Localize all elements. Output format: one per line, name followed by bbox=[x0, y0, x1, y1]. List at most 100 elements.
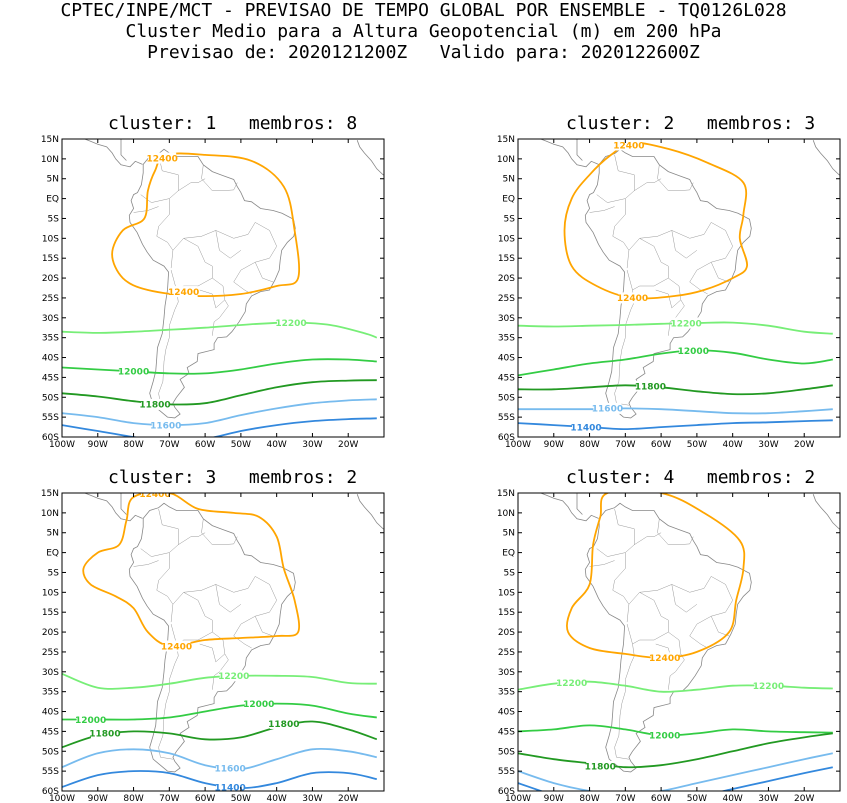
lon-tick-label: 20W bbox=[338, 794, 358, 803]
lon-tick-label: 40W bbox=[722, 794, 742, 803]
country-border bbox=[158, 289, 179, 406]
coastline bbox=[539, 139, 599, 168]
lat-tick-label: 30S bbox=[42, 668, 59, 678]
contour-label-11800: 11800 bbox=[139, 401, 170, 411]
country-border bbox=[589, 206, 615, 213]
country-border bbox=[710, 262, 730, 283]
contour-label-12400: 12400 bbox=[147, 154, 178, 164]
contour-label-bg bbox=[571, 421, 600, 433]
country-border bbox=[156, 154, 179, 269]
contour-label-12000: 12000 bbox=[678, 347, 709, 357]
coastline bbox=[575, 493, 583, 515]
lon-tick-label: 80W bbox=[579, 440, 599, 450]
lat-tick-label: 10S bbox=[498, 234, 515, 244]
contour-12400 bbox=[111, 152, 301, 298]
lon-tick-label: 60W bbox=[651, 794, 671, 803]
lat-tick-label: 40S bbox=[42, 708, 59, 718]
country-border bbox=[671, 230, 698, 259]
lat-tick-label: 5N bbox=[47, 175, 59, 185]
contour-11400 bbox=[518, 419, 833, 431]
lon-tick-label: 30W bbox=[758, 794, 778, 803]
lon-tick-label: 100W bbox=[49, 440, 75, 450]
country-border bbox=[689, 281, 708, 295]
lat-tick-label: 15N bbox=[497, 489, 515, 499]
country-border bbox=[183, 576, 277, 637]
lat-tick-label: 10N bbox=[41, 155, 59, 165]
country-border bbox=[254, 616, 274, 637]
contour-label-11400: 11400 bbox=[570, 423, 601, 433]
country-border bbox=[657, 518, 694, 545]
lat-tick-label: 10N bbox=[497, 509, 515, 519]
country-border bbox=[657, 164, 694, 191]
lat-tick-label: 5S bbox=[48, 214, 60, 224]
contour-label-bg bbox=[586, 760, 615, 772]
contour-label-bg bbox=[119, 365, 148, 377]
country-border bbox=[612, 154, 635, 269]
contour-label-11800: 11800 bbox=[585, 763, 616, 773]
lat-tick-label: 10S bbox=[498, 588, 515, 598]
contour-label-12400: 12400 bbox=[168, 288, 199, 298]
contour-label-11800: 11800 bbox=[268, 720, 299, 730]
lon-tick-label: 40W bbox=[722, 440, 742, 450]
contour-label-12000: 12000 bbox=[649, 732, 680, 742]
contour-label-11800: 11800 bbox=[635, 382, 666, 392]
country-border bbox=[689, 635, 708, 649]
lon-tick-label: 70W bbox=[159, 440, 179, 450]
country-border bbox=[626, 591, 669, 645]
map-panel-2-graphics: 12400 12400 12200 12000 11800 11600 11400 15N 10… bbox=[497, 135, 841, 450]
contour-label-bg bbox=[216, 762, 245, 774]
contour-label-12200: 12200 bbox=[218, 672, 249, 682]
country-border bbox=[614, 289, 635, 406]
contour-12400 bbox=[565, 493, 746, 659]
lat-tick-label: 15N bbox=[41, 489, 59, 499]
lat-tick-label: 45S bbox=[42, 727, 59, 737]
lat-tick-label: 50S bbox=[42, 393, 59, 403]
country-border bbox=[199, 631, 226, 663]
contour-label-bg bbox=[148, 152, 177, 164]
map-title-line-3: Previsao de: 2020121200Z Valido para: 20… bbox=[147, 42, 700, 63]
contour-label-bg bbox=[679, 345, 708, 357]
lon-tick-label: 90W bbox=[544, 794, 564, 803]
lat-tick-label: 25S bbox=[42, 648, 59, 658]
map-title-line-2: Cluster Medio para a Altura Geopotencial… bbox=[125, 21, 722, 42]
contour-label-12200: 12200 bbox=[275, 319, 306, 329]
coastline bbox=[83, 139, 143, 168]
contour-label-bg bbox=[216, 781, 245, 791]
contour-label-bg bbox=[276, 317, 305, 329]
lon-tick-label: 20W bbox=[794, 794, 814, 803]
lat-tick-label: 30S bbox=[42, 314, 59, 324]
contour-11800 bbox=[518, 384, 833, 396]
contour-label-bg bbox=[754, 680, 783, 692]
lat-tick-label: EQ bbox=[46, 549, 59, 559]
coastline bbox=[812, 494, 840, 530]
map-panel-1-graphics: 12400 12400 12200 12000 11800 11600 15N 10N 5N EQ… bbox=[41, 135, 385, 450]
lat-tick-label: 5N bbox=[47, 529, 59, 539]
contour-label-11600: 11600 bbox=[592, 405, 623, 415]
lon-tick-label: 70W bbox=[615, 794, 635, 803]
contour-label-bg bbox=[90, 727, 119, 739]
lat-tick-label: 10S bbox=[42, 234, 59, 244]
lat-tick-label: 10S bbox=[42, 588, 59, 598]
lat-tick-label: 5N bbox=[503, 529, 515, 539]
coastline bbox=[128, 148, 296, 419]
contour-12200 bbox=[62, 321, 378, 339]
lat-tick-label: 15S bbox=[42, 254, 59, 264]
contour-label-12400: 12400 bbox=[613, 141, 644, 151]
country-border bbox=[655, 277, 682, 309]
lat-tick-label: 30S bbox=[498, 668, 515, 678]
country-border bbox=[170, 237, 213, 291]
contour-label-11600: 11600 bbox=[150, 421, 181, 431]
contour-12000 bbox=[62, 358, 377, 375]
country-border bbox=[212, 299, 229, 336]
lat-tick-label: 55S bbox=[498, 767, 515, 777]
country-border bbox=[614, 643, 635, 760]
lat-tick-label: 20S bbox=[42, 274, 59, 284]
lat-tick-label: 5S bbox=[48, 568, 60, 578]
country-border bbox=[668, 653, 685, 690]
lon-tick-label: 100W bbox=[505, 440, 531, 450]
country-border bbox=[170, 591, 213, 645]
contour-label-bg bbox=[169, 286, 198, 298]
panel-title: cluster: 2 membros: 3 bbox=[566, 113, 816, 134]
lat-tick-label: 50S bbox=[498, 747, 515, 757]
